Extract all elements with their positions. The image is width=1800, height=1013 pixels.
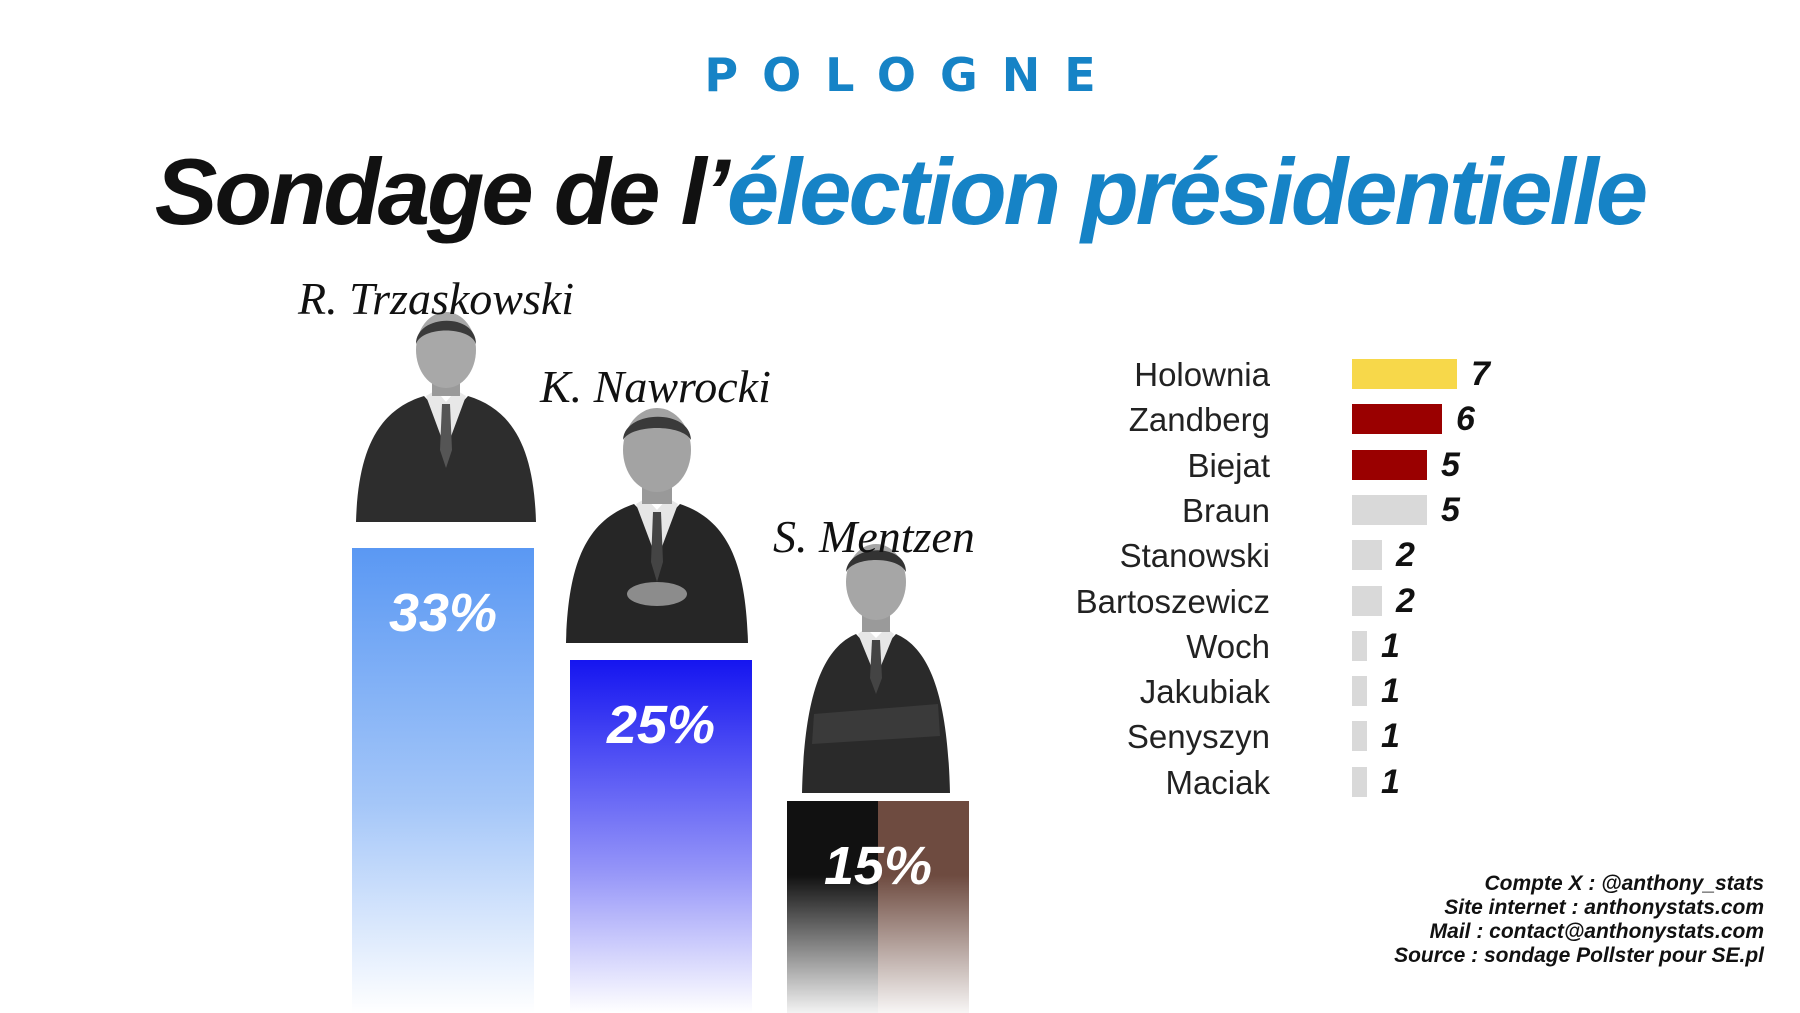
side-row-jakubiak: Jakubiak 1 (1100, 669, 1520, 714)
side-value-jakubiak: 1 (1381, 672, 1400, 711)
portrait-mentzen-image (802, 544, 950, 793)
bar-trzaskowski: 33% (352, 548, 534, 1013)
side-value-stanowski: 2 (1396, 536, 1415, 575)
bar-nawrocki: 25% (570, 660, 752, 1013)
side-row-braun: Braun 5 (1100, 488, 1520, 533)
bar-value-label-trzaskowski: 33% (388, 583, 498, 643)
side-bar-stanowski (1352, 540, 1382, 571)
side-label-senyszyn: Senyszyn (1126, 718, 1270, 756)
title-main: Sondage de l’ (154, 139, 730, 244)
candidate-name-nawrocki: K. Nawrocki (540, 361, 771, 412)
credit-website: Site internet : anthonystats.com (1444, 896, 1764, 919)
credits: Compte X : @anthony_stats Site internet … (1394, 872, 1764, 968)
side-row-stanowski: Stanowski 2 (1100, 533, 1520, 578)
credit-x-account: Compte X : @anthony_stats (1484, 872, 1764, 895)
side-row-holownia: Holownia 7 (1100, 352, 1520, 397)
side-value-senyszyn: 1 (1381, 717, 1400, 756)
other-candidates-chart: Holownia 7 Zandberg 6 Biejat 5 Braun 5 Stanowski… (1076, 352, 1520, 812)
bar-value-label-mentzen: 15% (823, 836, 933, 896)
bar-value-label-nawrocki: 25% (606, 695, 716, 755)
candidate-name-trzaskowski: R. Trzaskowski (298, 273, 575, 324)
credit-source: Source : sondage Pollster pour SE.pl (1394, 944, 1764, 967)
side-label-jakubiak: Jakubiak (1139, 673, 1270, 711)
side-value-holownia: 7 (1471, 355, 1490, 393)
side-value-woch: 1 (1381, 626, 1400, 665)
side-value-maciak: 1 (1381, 762, 1400, 801)
side-label-bartoszewicz: Bartoszewicz (1075, 582, 1270, 620)
side-bar-bartoszewicz (1352, 585, 1382, 616)
candidate-name-mentzen: S. Mentzen (773, 511, 975, 562)
side-bar-holownia (1352, 359, 1457, 389)
side-label-braun: Braun (1181, 491, 1270, 529)
side-value-zandberg: 6 (1456, 400, 1475, 439)
page-title: Sondage de l’élection présidentielle (0, 138, 1800, 246)
side-row-maciak: Maciak 1 (1100, 760, 1520, 805)
side-bar-zandberg (1352, 404, 1442, 435)
side-value-biejat: 5 (1441, 445, 1460, 484)
side-value-braun: 5 (1441, 490, 1460, 529)
title-accent: élection présidentielle (726, 139, 1648, 244)
side-row-biejat: Biejat 5 (1100, 443, 1520, 488)
credit-mail: Mail : contact@anthonystats.com (1429, 920, 1764, 943)
portrait-nawrocki-image (566, 408, 748, 643)
side-row-zandberg: Zandberg 6 (1100, 397, 1520, 442)
side-label-zandberg: Zandberg (1128, 401, 1270, 439)
side-bar-braun (1352, 494, 1427, 525)
side-label-holownia: Holownia (1134, 356, 1270, 393)
side-bar-maciak (1352, 766, 1367, 797)
side-row-woch: Woch 1 (1100, 624, 1520, 669)
side-row-bartoszewicz: Bartoszewicz 2 (1076, 579, 1520, 624)
side-label-stanowski: Stanowski (1119, 537, 1270, 575)
country-kicker: POLOGNE (704, 48, 1120, 102)
side-value-bartoszewicz: 2 (1396, 581, 1415, 620)
side-label-maciak: Maciak (1165, 763, 1270, 801)
portrait-trzaskowski-image (356, 312, 536, 522)
side-row-senyszyn: Senyszyn 1 (1100, 714, 1520, 759)
side-bar-biejat (1352, 449, 1427, 480)
side-bar-woch (1352, 630, 1367, 661)
side-bar-jakubiak (1352, 676, 1367, 707)
side-label-biejat: Biejat (1187, 446, 1270, 484)
side-label-woch: Woch (1186, 627, 1270, 665)
bar-mentzen: 15% (787, 801, 969, 1013)
side-bar-senyszyn (1352, 721, 1367, 752)
